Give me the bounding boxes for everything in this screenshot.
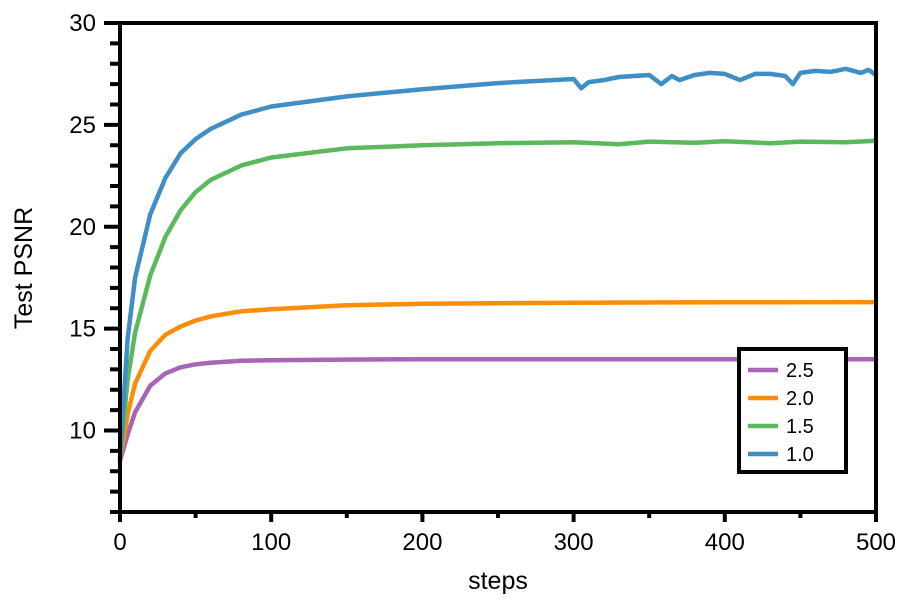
series-lines	[117, 66, 879, 464]
legend-label-2.0: 2.0	[786, 388, 814, 410]
axes: 0 100 200 300 400 500 10 15 20 25 30	[69, 10, 896, 556]
x-tick-label: 100	[251, 529, 291, 556]
x-tick-label: 400	[705, 529, 745, 556]
y-axis-label: Test PSNR	[10, 207, 38, 329]
legend-box	[737, 347, 848, 474]
legend-label-2.5: 2.5	[786, 360, 814, 382]
x-tick-label: 500	[856, 529, 896, 556]
legend: 2.5 2.0 1.5 1.0	[737, 347, 848, 474]
x-axis-label: steps	[468, 567, 528, 595]
y-tick-label: 15	[69, 316, 96, 343]
series-line-2.5	[117, 356, 879, 464]
y-tick-label: 10	[69, 418, 96, 445]
legend-label-1.5: 1.5	[786, 416, 814, 438]
series-line-1.0	[117, 66, 879, 462]
x-tick-label: 0	[113, 529, 126, 556]
y-tick-label: 20	[69, 214, 96, 241]
y-tick-label: 30	[69, 10, 96, 37]
series-line-1.5	[117, 138, 879, 462]
x-tick-label: 200	[402, 529, 442, 556]
x-tick-label: 300	[554, 529, 594, 556]
legend-label-1.0: 1.0	[786, 444, 814, 466]
y-tick-label: 25	[69, 112, 96, 139]
series-line-2.0	[117, 299, 879, 464]
